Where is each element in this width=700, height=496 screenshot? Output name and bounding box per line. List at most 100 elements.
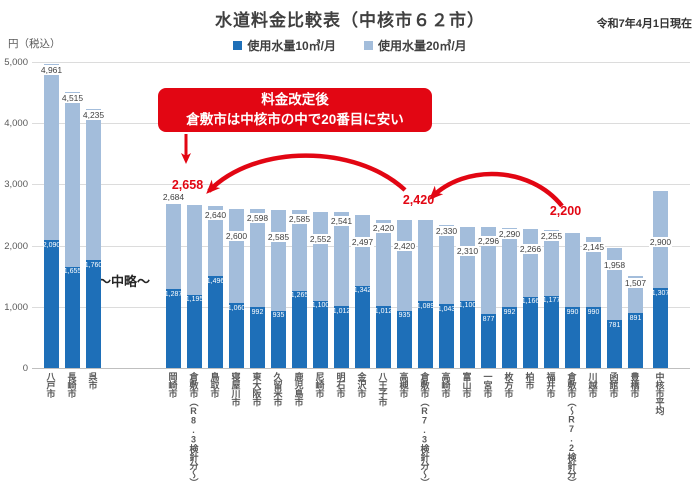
bar-segment-20m3 xyxy=(376,219,391,307)
bar-inner-value-10m3: 1,265 xyxy=(290,292,309,300)
bar-segment-10m3 xyxy=(271,310,286,368)
bar-segment-10m3 xyxy=(586,307,601,368)
bar-total-value: 2,145 xyxy=(581,241,606,252)
callout-line1: 料金改定後 xyxy=(261,92,329,108)
bar-segment-10m3 xyxy=(502,307,517,368)
bar-inner-value-10m3: 781 xyxy=(608,321,621,329)
x-axis-city-label: 中核市平均 xyxy=(654,372,665,415)
x-axis-city-label: 鳥取市 xyxy=(209,372,220,398)
bar-segment-20m3 xyxy=(65,91,80,267)
y-axis-unit-label: 円（税込） xyxy=(8,38,61,50)
bar-segment-20m3 xyxy=(481,227,496,315)
x-axis-city-label: 八王子市 xyxy=(377,372,388,406)
bar-inner-value-10m3: 1,655 xyxy=(63,268,82,276)
x-axis-city-label: 一宮市 xyxy=(482,372,493,398)
bar-inner-value-10m3: 2,090 xyxy=(42,241,61,249)
bar-inner-value-10m3: 1,100 xyxy=(458,302,477,310)
bar-inner-value-10m3: 935 xyxy=(272,312,285,320)
bar-segment-10m3 xyxy=(376,306,391,368)
gridline xyxy=(32,62,690,63)
bar-segment-20m3 xyxy=(292,209,307,291)
bar-segment-10m3 xyxy=(187,294,202,368)
bar-segment-10m3 xyxy=(418,301,433,368)
legend: 使用水量10㎥/月 使用水量20㎥/月 xyxy=(0,37,700,54)
bar-inner-value-10m3: 1,089 xyxy=(416,302,435,310)
bar-total-value: 2,585 xyxy=(266,231,291,242)
bar-segment-10m3 xyxy=(250,307,265,368)
bar-segment-10m3 xyxy=(334,306,349,368)
bar-segment-10m3 xyxy=(397,310,412,368)
bar-inner-value-10m3: 992 xyxy=(251,308,264,316)
x-axis-city-label: 久留米市 xyxy=(272,372,283,406)
bar-inner-value-10m3: 1,043 xyxy=(437,305,456,313)
bar-total-value: 2,640 xyxy=(203,210,228,221)
bar-segment-10m3 xyxy=(166,289,181,368)
bar-segment-20m3 xyxy=(544,229,559,296)
bar-inner-value-10m3: 1,287 xyxy=(164,290,183,298)
bar-segment-20m3 xyxy=(334,212,349,307)
bar-inner-value-10m3: 1,060 xyxy=(227,304,246,312)
x-axis-city-label: 枚方市 xyxy=(503,372,514,398)
legend-label-10m3: 使用水量10㎥/月 xyxy=(247,39,336,53)
y-axis-tick-label: 3,000 xyxy=(4,179,28,191)
bar-inner-value-10m3: 990 xyxy=(566,308,579,316)
x-axis-city-label: 柏市 xyxy=(524,372,535,389)
x-axis-city-label: 東大阪市 xyxy=(251,372,262,406)
bar-inner-value-10m3: 1,177 xyxy=(542,297,561,305)
date-note: 令和7年4月1日現在 xyxy=(596,18,692,30)
bar-total-value: 4,515 xyxy=(60,92,85,103)
bar-total-value: 2,497 xyxy=(350,237,375,248)
x-axis-city-label: 寝屋川市 xyxy=(230,372,241,406)
bar-segment-20m3 xyxy=(418,219,433,302)
bar-inner-value-10m3: 1,760 xyxy=(84,261,103,269)
callout-box: 料金改定後 倉敷市は中核市の中で20番目に安い xyxy=(158,88,432,132)
bar-inner-value-10m3: 1,100 xyxy=(311,302,330,310)
bar-total-value: 2,266 xyxy=(518,244,543,255)
bar-total-value: 2,255 xyxy=(539,230,564,241)
ellipsis-label: ～中略～ xyxy=(98,274,151,289)
legend-swatch-20m3-icon xyxy=(364,41,373,50)
bar-segment-10m3 xyxy=(523,296,538,368)
legend-item-20m3: 使用水量20㎥/月 xyxy=(364,37,467,54)
bar-segment-10m3 xyxy=(65,266,80,368)
bar-segment-10m3 xyxy=(565,307,580,368)
bar-segment-20m3 xyxy=(166,203,181,290)
bar-total-value: 2,290 xyxy=(497,228,522,239)
bar-inner-value-10m3: 990 xyxy=(587,308,600,316)
x-axis-city-label: 鹿児島市 xyxy=(293,372,304,406)
bar-inner-value-10m3: 877 xyxy=(482,315,495,323)
y-axis-tick-label: 0 xyxy=(22,363,28,374)
bar-segment-10m3 xyxy=(292,290,307,368)
bar-total-value: 4,235 xyxy=(81,109,106,120)
bar-segment-20m3 xyxy=(460,226,475,301)
bar-total-value: 2,684 xyxy=(161,191,186,202)
x-axis-city-label: 金沢市 xyxy=(356,372,367,398)
bar-inner-value-10m3: 935 xyxy=(398,312,411,320)
bar-total-value-highlight: 2,200 xyxy=(549,204,582,219)
bar-segment-20m3 xyxy=(86,108,101,261)
gridline xyxy=(32,368,690,369)
bar-segment-10m3 xyxy=(439,304,454,368)
bar-inner-value-10m3: 1,496 xyxy=(206,277,225,285)
bar-total-value-highlight: 2,658 xyxy=(171,178,204,193)
bar-segment-20m3 xyxy=(44,64,59,241)
bar-inner-value-10m3: 1,195 xyxy=(185,296,204,304)
legend-swatch-10m3-icon xyxy=(233,41,243,50)
bar-total-value: 2,330 xyxy=(434,226,459,237)
bar-segment-20m3 xyxy=(439,225,454,305)
bar-total-value: 2,296 xyxy=(476,236,501,247)
bar-segment-20m3 xyxy=(502,227,517,308)
bar-total-value: 1,507 xyxy=(623,277,648,288)
bar-segment-20m3 xyxy=(586,236,601,308)
bar-segment-10m3 xyxy=(355,285,370,368)
y-axis-tick-label: 4,000 xyxy=(4,118,28,130)
x-axis-city-label: 福井市 xyxy=(545,372,556,398)
bar-total-value: 2,585 xyxy=(287,213,312,224)
bar-total-value: 2,598 xyxy=(245,213,270,223)
bar-inner-value-10m3: 992 xyxy=(503,308,516,316)
bar-total-value: 2,552 xyxy=(308,233,333,244)
bar-segment-20m3 xyxy=(187,205,202,295)
bar-total-value: 2,900 xyxy=(648,236,673,247)
x-axis-city-label: 高崎市 xyxy=(440,372,451,398)
